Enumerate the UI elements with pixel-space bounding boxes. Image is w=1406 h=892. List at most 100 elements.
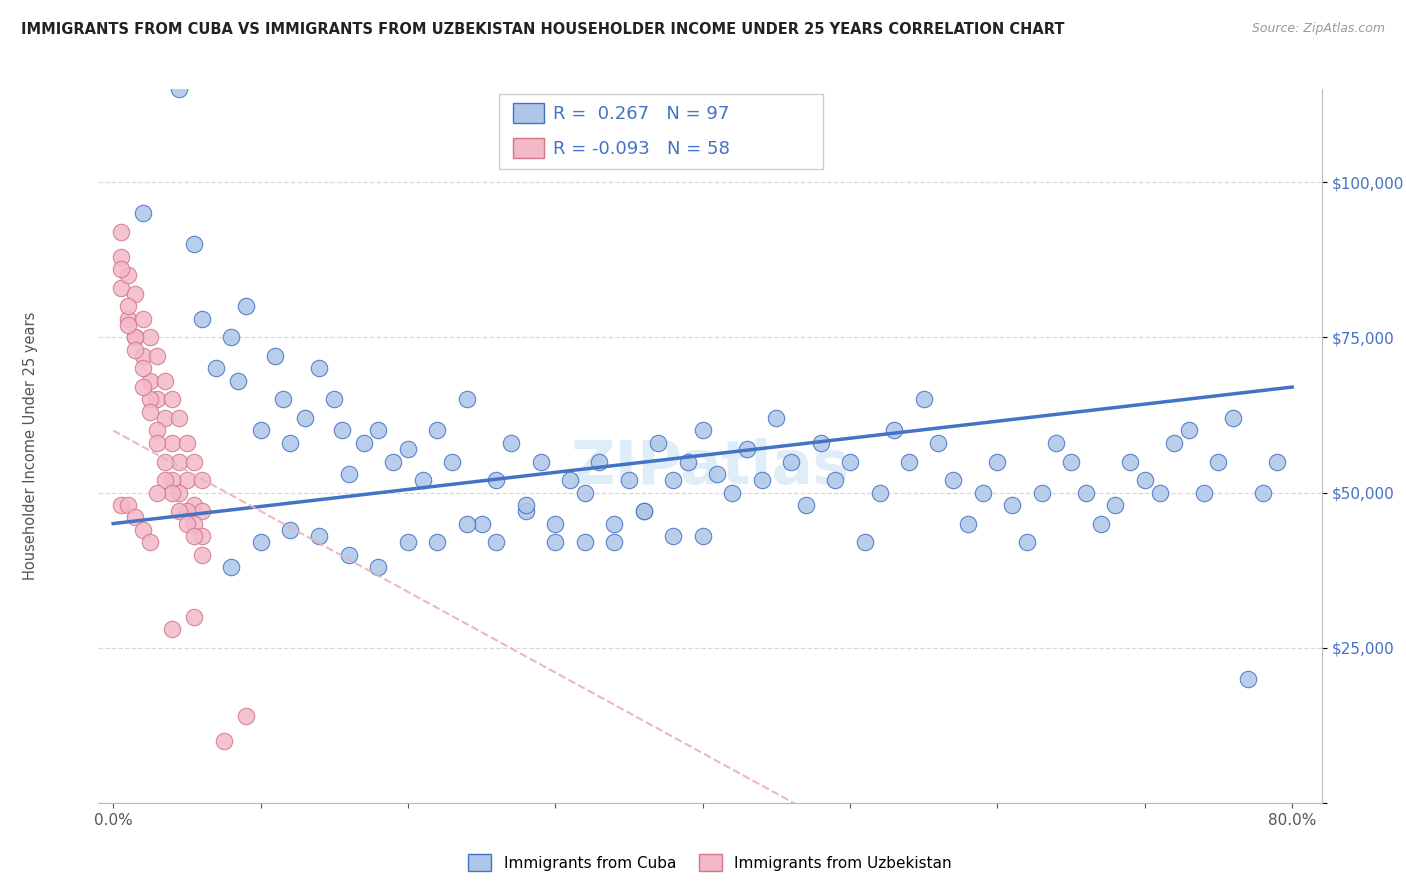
Point: [574, 485, 596, 500]
Point: [558, 473, 581, 487]
Point: [271, 392, 294, 407]
Point: [515, 504, 537, 518]
Point: [883, 424, 905, 438]
Point: [153, 454, 176, 468]
Point: [131, 380, 153, 394]
Point: [110, 225, 132, 239]
Text: R = -0.093   N = 58: R = -0.093 N = 58: [553, 140, 730, 158]
Point: [235, 299, 257, 313]
Point: [169, 485, 191, 500]
Point: [927, 436, 949, 450]
Point: [183, 529, 205, 543]
Point: [153, 374, 176, 388]
Point: [544, 516, 567, 531]
Point: [117, 498, 139, 512]
Point: [330, 424, 353, 438]
Point: [160, 485, 183, 500]
Point: [956, 516, 979, 531]
Point: [176, 473, 198, 487]
Point: [706, 467, 728, 481]
Point: [456, 392, 478, 407]
Point: [912, 392, 935, 407]
Point: [235, 709, 257, 723]
Point: [574, 535, 596, 549]
Point: [183, 609, 205, 624]
Point: [692, 529, 714, 543]
Point: [603, 535, 626, 549]
Text: ZIPatlas: ZIPatlas: [571, 438, 849, 497]
Point: [1090, 516, 1112, 531]
Point: [898, 454, 921, 468]
Point: [219, 560, 242, 574]
Point: [441, 454, 464, 468]
Point: [794, 498, 817, 512]
Point: [1045, 436, 1067, 450]
Point: [110, 262, 132, 277]
Point: [169, 504, 191, 518]
Point: [124, 510, 146, 524]
Point: [294, 411, 316, 425]
Point: [146, 485, 169, 500]
Point: [810, 436, 832, 450]
Point: [1163, 436, 1185, 450]
Point: [169, 82, 191, 96]
Point: [662, 473, 685, 487]
Point: [839, 454, 862, 468]
Point: [160, 392, 183, 407]
Point: [153, 411, 176, 425]
Point: [412, 473, 434, 487]
Point: [146, 424, 169, 438]
Point: [249, 535, 271, 549]
Point: [337, 548, 360, 562]
Point: [1060, 454, 1083, 468]
Point: [485, 535, 508, 549]
Point: [183, 498, 205, 512]
Point: [160, 436, 183, 450]
Point: [169, 411, 191, 425]
Point: [139, 535, 162, 549]
Point: [382, 454, 405, 468]
Point: [676, 454, 699, 468]
Point: [367, 560, 389, 574]
Point: [308, 529, 330, 543]
Text: IMMIGRANTS FROM CUBA VS IMMIGRANTS FROM UZBEKISTAN HOUSEHOLDER INCOME UNDER 25 Y: IMMIGRANTS FROM CUBA VS IMMIGRANTS FROM …: [21, 22, 1064, 37]
Point: [942, 473, 965, 487]
Point: [353, 436, 375, 450]
Point: [183, 237, 205, 252]
Point: [131, 523, 153, 537]
Point: [228, 374, 250, 388]
Point: [1222, 411, 1244, 425]
Point: [264, 349, 287, 363]
Point: [153, 473, 176, 487]
Point: [780, 454, 803, 468]
Point: [824, 473, 846, 487]
Point: [124, 330, 146, 344]
Point: [396, 442, 419, 456]
Point: [205, 361, 228, 376]
Point: [176, 504, 198, 518]
Point: [249, 424, 271, 438]
Point: [146, 392, 169, 407]
Point: [117, 318, 139, 332]
Point: [735, 442, 758, 456]
Point: [456, 516, 478, 531]
Point: [190, 504, 212, 518]
Point: [692, 424, 714, 438]
Point: [160, 473, 183, 487]
Point: [396, 535, 419, 549]
Point: [139, 374, 162, 388]
Point: [146, 349, 169, 363]
Point: [1015, 535, 1038, 549]
Point: [131, 311, 153, 326]
Point: [278, 523, 301, 537]
Point: [139, 392, 162, 407]
Point: [647, 436, 669, 450]
Point: [1178, 424, 1201, 438]
Point: [278, 436, 301, 450]
Point: [1133, 473, 1156, 487]
Point: [751, 473, 773, 487]
Point: [308, 361, 330, 376]
Point: [1237, 672, 1260, 686]
Point: [176, 436, 198, 450]
Point: [1001, 498, 1024, 512]
